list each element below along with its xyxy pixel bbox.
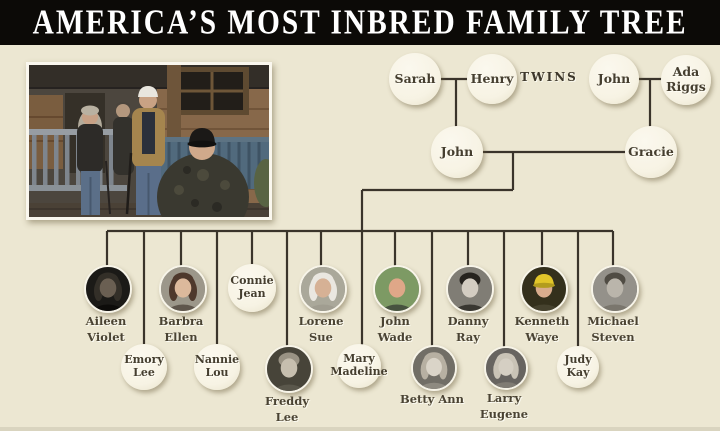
person-name: Nannie Lou bbox=[194, 353, 240, 379]
person-name: Sarah bbox=[394, 70, 436, 86]
person-label-betty-ann: Betty Ann bbox=[400, 392, 464, 406]
person-larry-eugene bbox=[484, 346, 528, 390]
person-label-michael-steven: Michael Steven bbox=[587, 314, 639, 344]
person-label-john-wade: John Wade bbox=[377, 314, 413, 344]
person-henry: Henry bbox=[467, 54, 517, 104]
person-aileen-violet bbox=[84, 265, 132, 313]
bottom-edge-strip bbox=[0, 427, 720, 431]
title-banner: AMERICA’S MOST INBRED FAMILY TREE bbox=[0, 0, 720, 45]
person-sarah: Sarah bbox=[389, 53, 441, 105]
twins-label: TWINS bbox=[520, 70, 578, 84]
person-label-danny-ray: Danny Ray bbox=[447, 314, 489, 344]
family-photo-scene bbox=[29, 65, 269, 217]
person-freddy-lee bbox=[265, 345, 313, 393]
person-john-sr: John bbox=[589, 54, 639, 104]
person-nannie-lou: Nannie Lou bbox=[194, 344, 240, 390]
page-title: AMERICA’S MOST INBRED FAMILY TREE bbox=[32, 2, 688, 42]
person-betty-ann bbox=[411, 345, 457, 391]
person-label-larry-eugene: Larry Eugene bbox=[479, 391, 529, 421]
person-name: Judy Kay bbox=[564, 353, 592, 379]
person-michael-steven bbox=[591, 265, 639, 313]
person-name: Emory Lee bbox=[124, 353, 164, 379]
person-ada-riggs: Ada Riggs bbox=[661, 55, 711, 105]
person-name: Henry bbox=[470, 70, 514, 86]
person-judy-kay: Judy Kay bbox=[557, 346, 599, 388]
person-kenneth-waye bbox=[520, 265, 568, 313]
person-label-lorene-sue: Lorene Sue bbox=[298, 314, 344, 344]
person-barbra-ellen bbox=[159, 265, 207, 313]
person-john-wade bbox=[373, 265, 421, 313]
person-label-kenneth-waye: Kenneth Waye bbox=[514, 314, 570, 344]
person-gracie: Gracie bbox=[625, 126, 677, 178]
person-emory-lee: Emory Lee bbox=[121, 344, 167, 390]
family-photo bbox=[26, 62, 272, 220]
person-name: Ada Riggs bbox=[666, 64, 706, 94]
person-label-freddy-lee: Freddy Lee bbox=[264, 394, 310, 424]
person-lorene-sue bbox=[299, 265, 347, 313]
person-name: Gracie bbox=[628, 143, 674, 159]
person-name: John bbox=[440, 143, 474, 159]
person-danny-ray bbox=[446, 265, 494, 313]
person-name: Connie Jean bbox=[230, 274, 274, 300]
person-label-barbra-ellen: Barbra Ellen bbox=[158, 314, 204, 344]
person-connie-jean: Connie Jean bbox=[228, 264, 276, 312]
person-mary-madeline: Mary Madeline bbox=[330, 344, 388, 388]
person-label-aileen-violet: Aileen Violet bbox=[85, 314, 127, 344]
person-name: Mary Madeline bbox=[330, 352, 388, 378]
person-name: John bbox=[597, 70, 631, 86]
person-john-jr: John bbox=[431, 126, 483, 178]
